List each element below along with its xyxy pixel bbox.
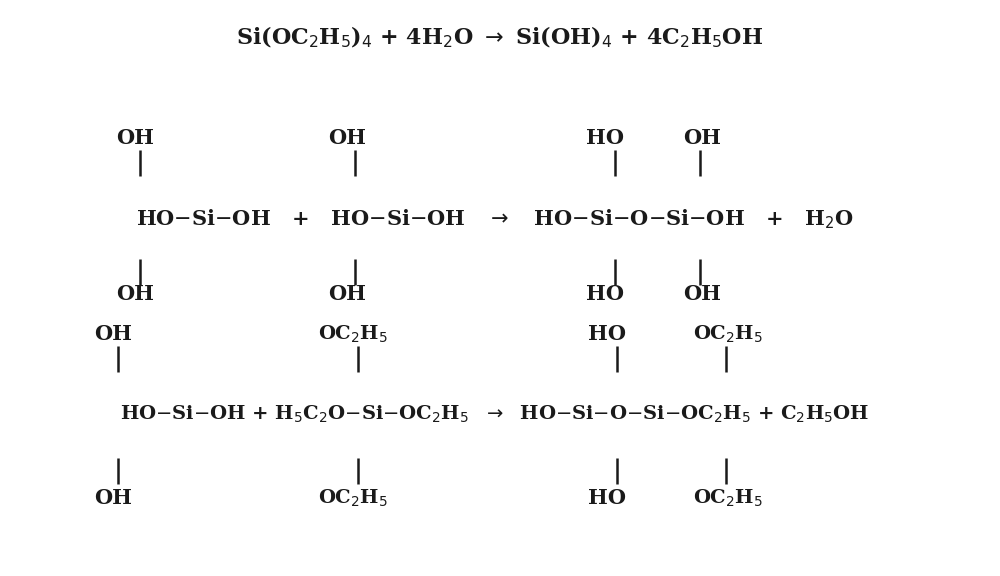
Text: HO: HO <box>586 284 624 304</box>
Text: HO$-$Si$-$OH + H$_5$C$_2$O$-$Si$-$OC$_2$H$_5$  $\rightarrow$  HO$-$Si$-$O$-$Si$-: HO$-$Si$-$OH + H$_5$C$_2$O$-$Si$-$OC$_2$… <box>120 404 870 425</box>
Text: OH: OH <box>328 284 366 304</box>
Text: OH: OH <box>683 128 721 148</box>
Text: HO$-$Si$-$OH   +   HO$-$Si$-$OH   $\rightarrow$   HO$-$Si$-$O$-$Si$-$OH   +   H$: HO$-$Si$-$OH + HO$-$Si$-$OH $\rightarrow… <box>136 207 854 230</box>
Text: HO: HO <box>586 128 624 148</box>
Text: OH: OH <box>683 284 721 304</box>
Text: OH: OH <box>116 284 154 304</box>
Text: HO: HO <box>588 324 626 344</box>
Text: OH: OH <box>116 128 154 148</box>
Text: OH: OH <box>94 488 132 508</box>
Text: OH: OH <box>94 324 132 344</box>
Text: OH: OH <box>328 128 366 148</box>
Text: OC$_2$H$_5$: OC$_2$H$_5$ <box>318 324 388 344</box>
Text: OC$_2$H$_5$: OC$_2$H$_5$ <box>693 488 763 509</box>
Text: HO: HO <box>588 488 626 508</box>
Text: OC$_2$H$_5$: OC$_2$H$_5$ <box>318 488 388 509</box>
Text: Si(OC$_2$H$_5$)$_4$ + 4H$_2$O $\rightarrow$ Si(OH)$_4$ + 4C$_2$H$_5$OH: Si(OC$_2$H$_5$)$_4$ + 4H$_2$O $\rightarr… <box>236 25 764 50</box>
Text: OC$_2$H$_5$: OC$_2$H$_5$ <box>693 324 763 344</box>
